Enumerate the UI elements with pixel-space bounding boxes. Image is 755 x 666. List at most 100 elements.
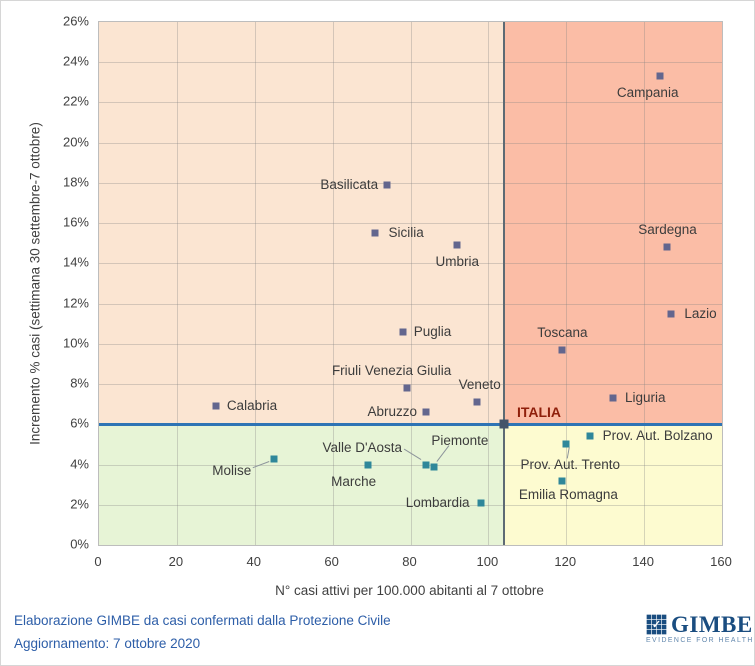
x-tick-label: 140 bbox=[632, 554, 654, 569]
point-lombardia bbox=[477, 499, 485, 507]
y-tick-label: 6% bbox=[70, 415, 89, 431]
label-emilia-romagna: Emilia Romagna bbox=[518, 486, 618, 502]
threshold-vertical-line bbox=[502, 22, 506, 545]
label-molise: Molise bbox=[212, 462, 252, 478]
y-tick-label: 20% bbox=[62, 134, 89, 150]
point-liguria bbox=[609, 394, 617, 402]
gridline-horizontal bbox=[99, 464, 722, 466]
gimbe-logo-text: GIMBE bbox=[671, 612, 753, 637]
leader-line-prov-aut-trento bbox=[566, 447, 570, 459]
gridline-horizontal bbox=[99, 223, 722, 225]
y-tick-label: 26% bbox=[62, 13, 89, 29]
point-piemonte bbox=[430, 463, 438, 471]
x-tick-label: 120 bbox=[554, 554, 577, 569]
point-sardegna bbox=[663, 243, 671, 251]
y-tick-label: 14% bbox=[62, 254, 89, 270]
point-calabria bbox=[212, 402, 220, 410]
gridline-vertical bbox=[332, 22, 334, 545]
x-tick-label: 0 bbox=[94, 554, 102, 569]
quadrant-top-left bbox=[99, 22, 504, 425]
label-campania: Campania bbox=[616, 85, 679, 101]
gridline-horizontal bbox=[99, 504, 722, 506]
gridline-horizontal bbox=[99, 142, 722, 144]
point-puglia bbox=[399, 328, 407, 336]
label-prov-aut-bolzano: Prov. Aut. Bolzano bbox=[602, 428, 713, 444]
point-abruzzo bbox=[422, 408, 430, 416]
threshold-horizontal-line bbox=[99, 423, 722, 426]
point-sicilia bbox=[371, 229, 379, 237]
point-molise bbox=[270, 455, 278, 462]
y-tick-label: 8% bbox=[70, 375, 89, 391]
y-tick-label: 12% bbox=[62, 295, 89, 311]
y-tick-label: 16% bbox=[62, 214, 89, 230]
gridline-horizontal bbox=[99, 384, 722, 386]
label-piemonte: Piemonte bbox=[431, 432, 489, 448]
point-campania bbox=[656, 72, 664, 80]
gridline-vertical bbox=[644, 22, 646, 545]
label-sicilia: Sicilia bbox=[388, 225, 424, 241]
gimbe-logo: ✓ GIMBE EVIDENCE FOR HEALTH bbox=[646, 613, 754, 644]
gridline-vertical bbox=[488, 22, 490, 545]
x-tick-label: 100 bbox=[476, 554, 499, 569]
label-sardegna: Sardegna bbox=[638, 222, 697, 238]
gridline-vertical bbox=[254, 22, 256, 545]
point-prov-aut-trento bbox=[562, 440, 570, 448]
x-axis-title: N° casi attivi per 100.000 abitanti al 7… bbox=[275, 583, 544, 598]
y-tick-label: 0% bbox=[70, 536, 89, 552]
point-prov-aut-bolzano bbox=[586, 432, 594, 440]
footer-source-text: Elaborazione GIMBE da casi confermati da… bbox=[14, 613, 391, 628]
gridline-horizontal bbox=[99, 102, 722, 104]
label-marche: Marche bbox=[331, 473, 377, 489]
chart-area: Incremento % casi (settimana 30 settembr… bbox=[1, 1, 755, 611]
point-toscana bbox=[558, 346, 566, 354]
y-tick-label: 24% bbox=[62, 53, 89, 69]
footer-update-text: Aggiornamento: 7 ottobre 2020 bbox=[14, 636, 201, 651]
gridline-vertical bbox=[176, 22, 178, 545]
y-tick-label: 22% bbox=[62, 93, 89, 109]
x-tick-label: 80 bbox=[402, 554, 417, 569]
gridline-horizontal bbox=[99, 182, 722, 184]
quadrant-bottom-right bbox=[503, 424, 722, 545]
point-veneto bbox=[473, 398, 481, 406]
label-abruzzo: Abruzzo bbox=[367, 404, 418, 420]
quadrant-bottom-left bbox=[99, 424, 504, 545]
gimbe-logo-tagline: EVIDENCE FOR HEALTH bbox=[646, 637, 754, 644]
point-marche bbox=[364, 461, 372, 469]
gridline-vertical bbox=[410, 22, 412, 545]
leader-lines-layer bbox=[252, 445, 570, 469]
label-calabria: Calabria bbox=[226, 398, 278, 414]
leader-line-molise bbox=[252, 461, 270, 469]
label-italia: ITALIA bbox=[516, 404, 562, 421]
point-umbria bbox=[453, 241, 461, 249]
gridline-horizontal bbox=[99, 343, 722, 345]
label-valle-d-aosta: Valle D'Aosta bbox=[322, 439, 403, 455]
x-tick-label: 60 bbox=[324, 554, 339, 569]
y-tick-label: 4% bbox=[70, 456, 89, 472]
label-basilicata: Basilicata bbox=[320, 176, 379, 192]
gimbe-logo-icon: ✓ bbox=[646, 614, 667, 635]
label-lombardia: Lombardia bbox=[405, 494, 470, 510]
label-puglia: Puglia bbox=[413, 323, 452, 339]
label-lazio: Lazio bbox=[684, 305, 717, 321]
point-emilia-romagna bbox=[558, 477, 566, 485]
x-tick-label: 160 bbox=[710, 554, 732, 569]
y-tick-label: 2% bbox=[70, 496, 89, 512]
gridline-horizontal bbox=[99, 303, 722, 305]
check-icon: ✓ bbox=[651, 619, 662, 631]
point-friuli-venezia-giulia bbox=[403, 384, 411, 392]
gridline-horizontal bbox=[99, 263, 722, 265]
x-tick-label: 20 bbox=[168, 554, 184, 569]
label-umbria: Umbria bbox=[435, 254, 479, 270]
plot-area: Campania Basilicata Sicilia Umbria Sardegna L… bbox=[98, 21, 723, 546]
point-italia bbox=[499, 419, 509, 429]
point-valle-d-aosta bbox=[422, 461, 430, 469]
y-tick-label: 18% bbox=[62, 174, 89, 190]
label-veneto: Veneto bbox=[458, 377, 501, 393]
label-prov-aut-trento: Prov. Aut. Trento bbox=[520, 457, 621, 473]
quadrant-top-right bbox=[503, 22, 722, 425]
label-friuli-venezia-giulia: Friuli Venezia Giulia bbox=[331, 363, 452, 379]
leader-line-valle-d-aosta bbox=[403, 448, 422, 460]
y-tick-label: 10% bbox=[62, 335, 89, 351]
point-lazio bbox=[667, 310, 675, 318]
